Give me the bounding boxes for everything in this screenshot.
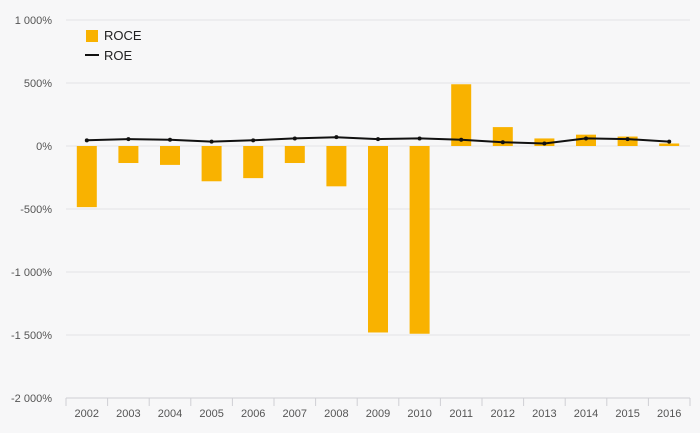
y-tick-label: -1 500% bbox=[11, 330, 52, 342]
bar-roce-2016[interactable] bbox=[659, 143, 680, 146]
y-tick-label: 1 000% bbox=[15, 15, 53, 27]
x-tick-label: 2013 bbox=[532, 408, 556, 420]
point-roe-2016[interactable] bbox=[667, 139, 672, 144]
bar-roce-2007[interactable] bbox=[284, 146, 305, 164]
x-tick-label: 2014 bbox=[574, 408, 598, 420]
point-roe-2014[interactable] bbox=[584, 136, 588, 141]
x-tick-label: 2009 bbox=[366, 408, 390, 420]
x-tick-label: 2016 bbox=[657, 408, 681, 420]
point-roe-2010[interactable] bbox=[417, 136, 422, 141]
x-tick-label: 2004 bbox=[158, 408, 182, 420]
legend-roce-swatch bbox=[86, 30, 98, 42]
x-tick-label: 2002 bbox=[75, 408, 99, 420]
point-roe-2007[interactable] bbox=[292, 136, 297, 141]
point-roe-2002[interactable] bbox=[84, 138, 89, 143]
x-tick-label: 2011 bbox=[449, 408, 473, 420]
x-tick-label: 2003 bbox=[116, 408, 140, 420]
legend[interactable]: ROCE ROE bbox=[85, 28, 142, 63]
bar-roce-2011[interactable] bbox=[451, 84, 472, 146]
y-tick-label: -1 000% bbox=[11, 267, 52, 279]
point-roe-2013[interactable] bbox=[542, 141, 547, 146]
point-roe-2005[interactable] bbox=[209, 139, 214, 144]
y-tick-label: 0% bbox=[36, 141, 52, 153]
bar-roce-2004[interactable] bbox=[160, 146, 180, 165]
bar-roce-2008[interactable] bbox=[326, 146, 347, 187]
bar-roce-2002[interactable] bbox=[76, 146, 97, 208]
point-roe-2008[interactable] bbox=[334, 135, 339, 140]
x-tick-label: 2008 bbox=[324, 408, 348, 420]
legend-roce-label[interactable]: ROCE bbox=[104, 28, 142, 43]
legend-roe-label[interactable]: ROE bbox=[104, 48, 133, 63]
x-axis: 2002 2003 2004 2005 2006 2007 2008 2009 2010 2011… bbox=[65, 397, 691, 420]
x-tick-label: 2005 bbox=[199, 408, 223, 420]
point-roe-2011[interactable] bbox=[459, 137, 464, 142]
point-roe-2006[interactable] bbox=[251, 138, 256, 143]
point-roe-2015[interactable] bbox=[625, 137, 630, 142]
point-roe-2009[interactable] bbox=[376, 137, 380, 142]
bar-roce-2005[interactable] bbox=[201, 146, 222, 182]
x-tick-label: 2012 bbox=[491, 408, 515, 420]
point-roe-2003[interactable] bbox=[126, 137, 131, 142]
y-tick-label: -2 000% bbox=[11, 393, 52, 405]
x-tick-label: 2010 bbox=[407, 408, 431, 420]
point-roe-2004[interactable] bbox=[168, 137, 172, 142]
bar-roce-2015[interactable] bbox=[617, 136, 638, 146]
x-tick-label: 2006 bbox=[241, 408, 265, 420]
roce-bars bbox=[76, 84, 680, 334]
bar-roce-2003[interactable] bbox=[118, 146, 139, 164]
roe-line bbox=[84, 135, 672, 146]
bar-roce-2009[interactable] bbox=[368, 146, 388, 333]
y-axis: 1 000% 500% 0% -500% -1 000% -1 500% -2 000% bbox=[11, 15, 52, 405]
point-roe-2012[interactable] bbox=[500, 140, 505, 145]
x-tick-label: 2007 bbox=[283, 408, 307, 420]
y-tick-label: -500% bbox=[20, 204, 52, 216]
bar-roce-2010[interactable] bbox=[409, 146, 430, 334]
x-tick-label: 2015 bbox=[615, 408, 639, 420]
bar-roce-2006[interactable] bbox=[243, 146, 264, 179]
y-tick-label: 500% bbox=[24, 78, 52, 90]
